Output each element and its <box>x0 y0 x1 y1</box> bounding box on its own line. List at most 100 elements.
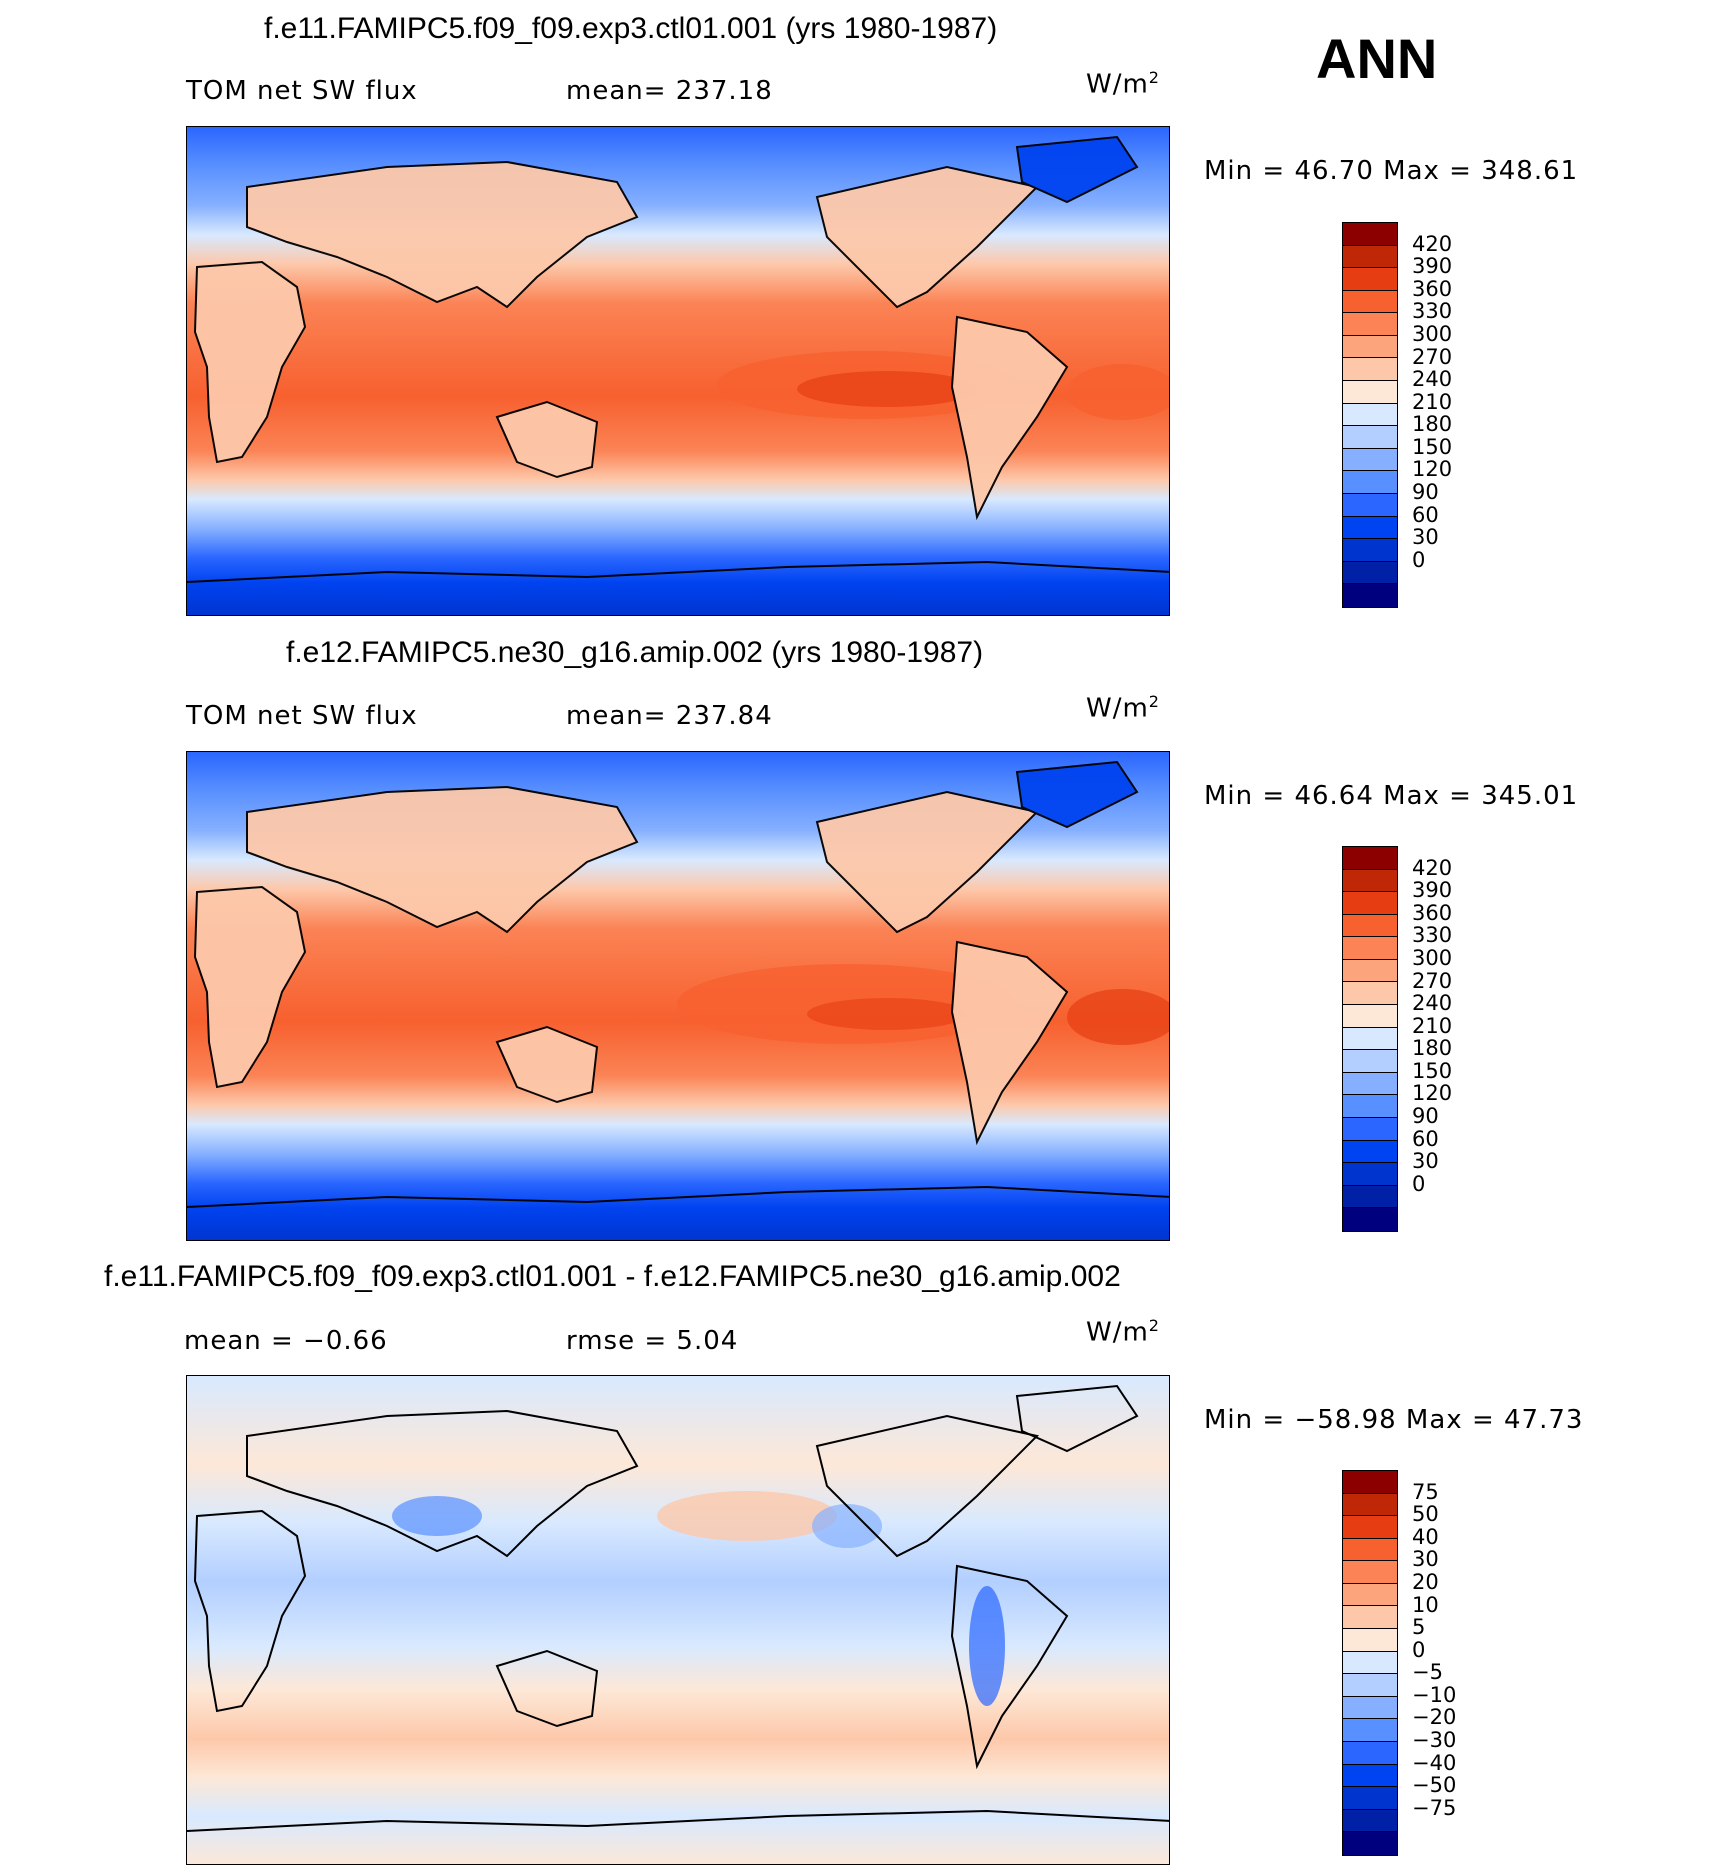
panel3-units: W/m2 <box>1086 1316 1160 1348</box>
panel1-south-america <box>950 315 1069 521</box>
colorbar-swatch <box>1343 892 1397 915</box>
colorbar-tick-label: −20 <box>1412 1705 1457 1730</box>
colorbar-tick-label: −30 <box>1412 1728 1457 1753</box>
colorbar-tick-label: 240 <box>1412 367 1453 392</box>
panel3-map <box>186 1375 1170 1865</box>
colorbar-tick-label: 0 <box>1412 547 1426 572</box>
panel3-south-america <box>950 1564 1069 1770</box>
panel2-africa <box>193 885 307 1089</box>
colorbar-tick-label: 330 <box>1412 923 1453 948</box>
colorbar-tick-label: 30 <box>1412 525 1439 550</box>
colorbar-swatch <box>1343 1809 1397 1833</box>
colorbar-swatch <box>1343 1471 1397 1494</box>
colorbar-tick-label: 420 <box>1412 855 1453 880</box>
colorbar-tick-label: 210 <box>1412 1013 1453 1038</box>
panel1-greenland <box>1015 135 1139 204</box>
panel1-africa <box>193 260 307 464</box>
colorbar-swatch <box>1343 1606 1397 1630</box>
colorbar-tick-label: 180 <box>1412 412 1453 437</box>
colorbar-swatch <box>1343 493 1397 517</box>
colorbar-swatch <box>1343 1163 1397 1186</box>
colorbar-swatch <box>1343 1095 1397 1118</box>
panel3-australia <box>495 1649 599 1728</box>
panel1-map <box>186 126 1170 616</box>
colorbar-tick-label: −50 <box>1412 1773 1457 1798</box>
colorbar-swatch <box>1343 1493 1397 1517</box>
colorbar-tick-label: 90 <box>1412 1104 1439 1129</box>
panel3-field <box>187 1376 1169 1864</box>
season-label: ANN <box>1316 27 1438 90</box>
colorbar-swatch <box>1343 1185 1397 1209</box>
panel1-variable-label: TOM net SW flux <box>186 76 418 106</box>
colorbar-swatch <box>1343 1005 1397 1028</box>
colorbar-tick-label: 0 <box>1412 1171 1426 1196</box>
colorbar-tick-label: −5 <box>1412 1660 1443 1685</box>
panel3-africa <box>193 1509 307 1713</box>
colorbar-tick-label: 390 <box>1412 878 1453 903</box>
colorbar-swatch <box>1343 1516 1397 1539</box>
colorbar-tick-label: 60 <box>1412 1126 1439 1151</box>
colorbar-swatch <box>1343 1072 1397 1096</box>
colorbar-swatch <box>1343 358 1397 382</box>
panel3-pacific-positive <box>657 1491 837 1541</box>
colorbar-tick-label: 360 <box>1412 276 1453 301</box>
colorbar-swatch <box>1343 1787 1397 1810</box>
panel3-california-negative <box>812 1504 882 1548</box>
colorbar-swatch <box>1343 381 1397 404</box>
panel3-mean-label: mean = −0.66 <box>184 1326 388 1356</box>
colorbar-tick-label: −75 <box>1412 1795 1457 1820</box>
panel1-atlantic-pool <box>1067 364 1169 420</box>
panel3-tibet-dipole <box>392 1496 482 1536</box>
colorbar-tick-label: 270 <box>1412 344 1453 369</box>
colorbar-tick-label: 420 <box>1412 231 1453 256</box>
panel3-andes-negative <box>969 1586 1005 1706</box>
colorbar-tick-label: 300 <box>1412 945 1453 970</box>
panel1-units: W/m2 <box>1086 68 1160 100</box>
panel1-minmax: Min = 46.70 Max = 348.61 <box>1204 156 1579 186</box>
colorbar-swatch <box>1343 1696 1397 1720</box>
colorbar-swatch <box>1343 914 1397 938</box>
colorbar-swatch <box>1343 1719 1397 1742</box>
colorbar-swatch <box>1343 561 1397 585</box>
colorbar-swatch <box>1343 471 1397 494</box>
panel1-coastlines <box>187 135 1169 583</box>
colorbar-swatch <box>1343 1561 1397 1584</box>
colorbar-tick-label: 180 <box>1412 1036 1453 1061</box>
colorbar-tick-label: 40 <box>1412 1524 1439 1549</box>
colorbar-tick-label: 30 <box>1412 1149 1439 1174</box>
colorbar-swatch <box>1343 1140 1397 1164</box>
colorbar-swatch <box>1343 1050 1397 1073</box>
colorbar-tick-label: 210 <box>1412 389 1453 414</box>
panel2-warm-pool-core <box>807 998 967 1030</box>
panel2-coastlines <box>187 760 1169 1208</box>
colorbar-tick-label: 30 <box>1412 1547 1439 1572</box>
panel3-title: f.e11.FAMIPC5.f09_f09.exp3.ctl01.001 - f… <box>104 1260 1121 1293</box>
colorbar-swatch <box>1343 223 1397 246</box>
colorbar-tick-label: 10 <box>1412 1592 1439 1617</box>
colorbar-tick-label: 270 <box>1412 968 1453 993</box>
panel2-map <box>186 751 1170 1241</box>
panel3-coastlines <box>187 1384 1169 1832</box>
colorbar-tick-label: 5 <box>1412 1615 1426 1640</box>
colorbar-swatch <box>1343 1583 1397 1607</box>
colorbar-tick-label: 0 <box>1412 1637 1426 1662</box>
colorbar-swatch <box>1343 1674 1397 1697</box>
colorbar-swatch <box>1343 1538 1397 1562</box>
colorbar-swatch <box>1343 982 1397 1006</box>
colorbar-swatch <box>1343 869 1397 893</box>
colorbar-tick-label: 360 <box>1412 900 1453 925</box>
colorbar-tick-label: 330 <box>1412 299 1453 324</box>
colorbar-tick-label: −10 <box>1412 1682 1457 1707</box>
colorbar-swatch <box>1343 403 1397 427</box>
panel2-variable-label: TOM net SW flux <box>186 701 418 731</box>
colorbar-swatch <box>1343 1651 1397 1675</box>
colorbar-tick-label: 300 <box>1412 321 1453 346</box>
colorbar-swatch <box>1343 1741 1397 1765</box>
panel1-antarctica <box>187 560 1169 583</box>
panel1-australia <box>495 400 599 479</box>
panel1-colorbar <box>1342 222 1398 608</box>
panel1-mean-label: mean= 237.18 <box>566 76 773 106</box>
panel2-minmax: Min = 46.64 Max = 345.01 <box>1204 781 1579 811</box>
panel1-title: f.e11.FAMIPC5.f09_f09.exp3.ctl01.001 (yr… <box>264 12 998 45</box>
colorbar-swatch <box>1343 268 1397 291</box>
